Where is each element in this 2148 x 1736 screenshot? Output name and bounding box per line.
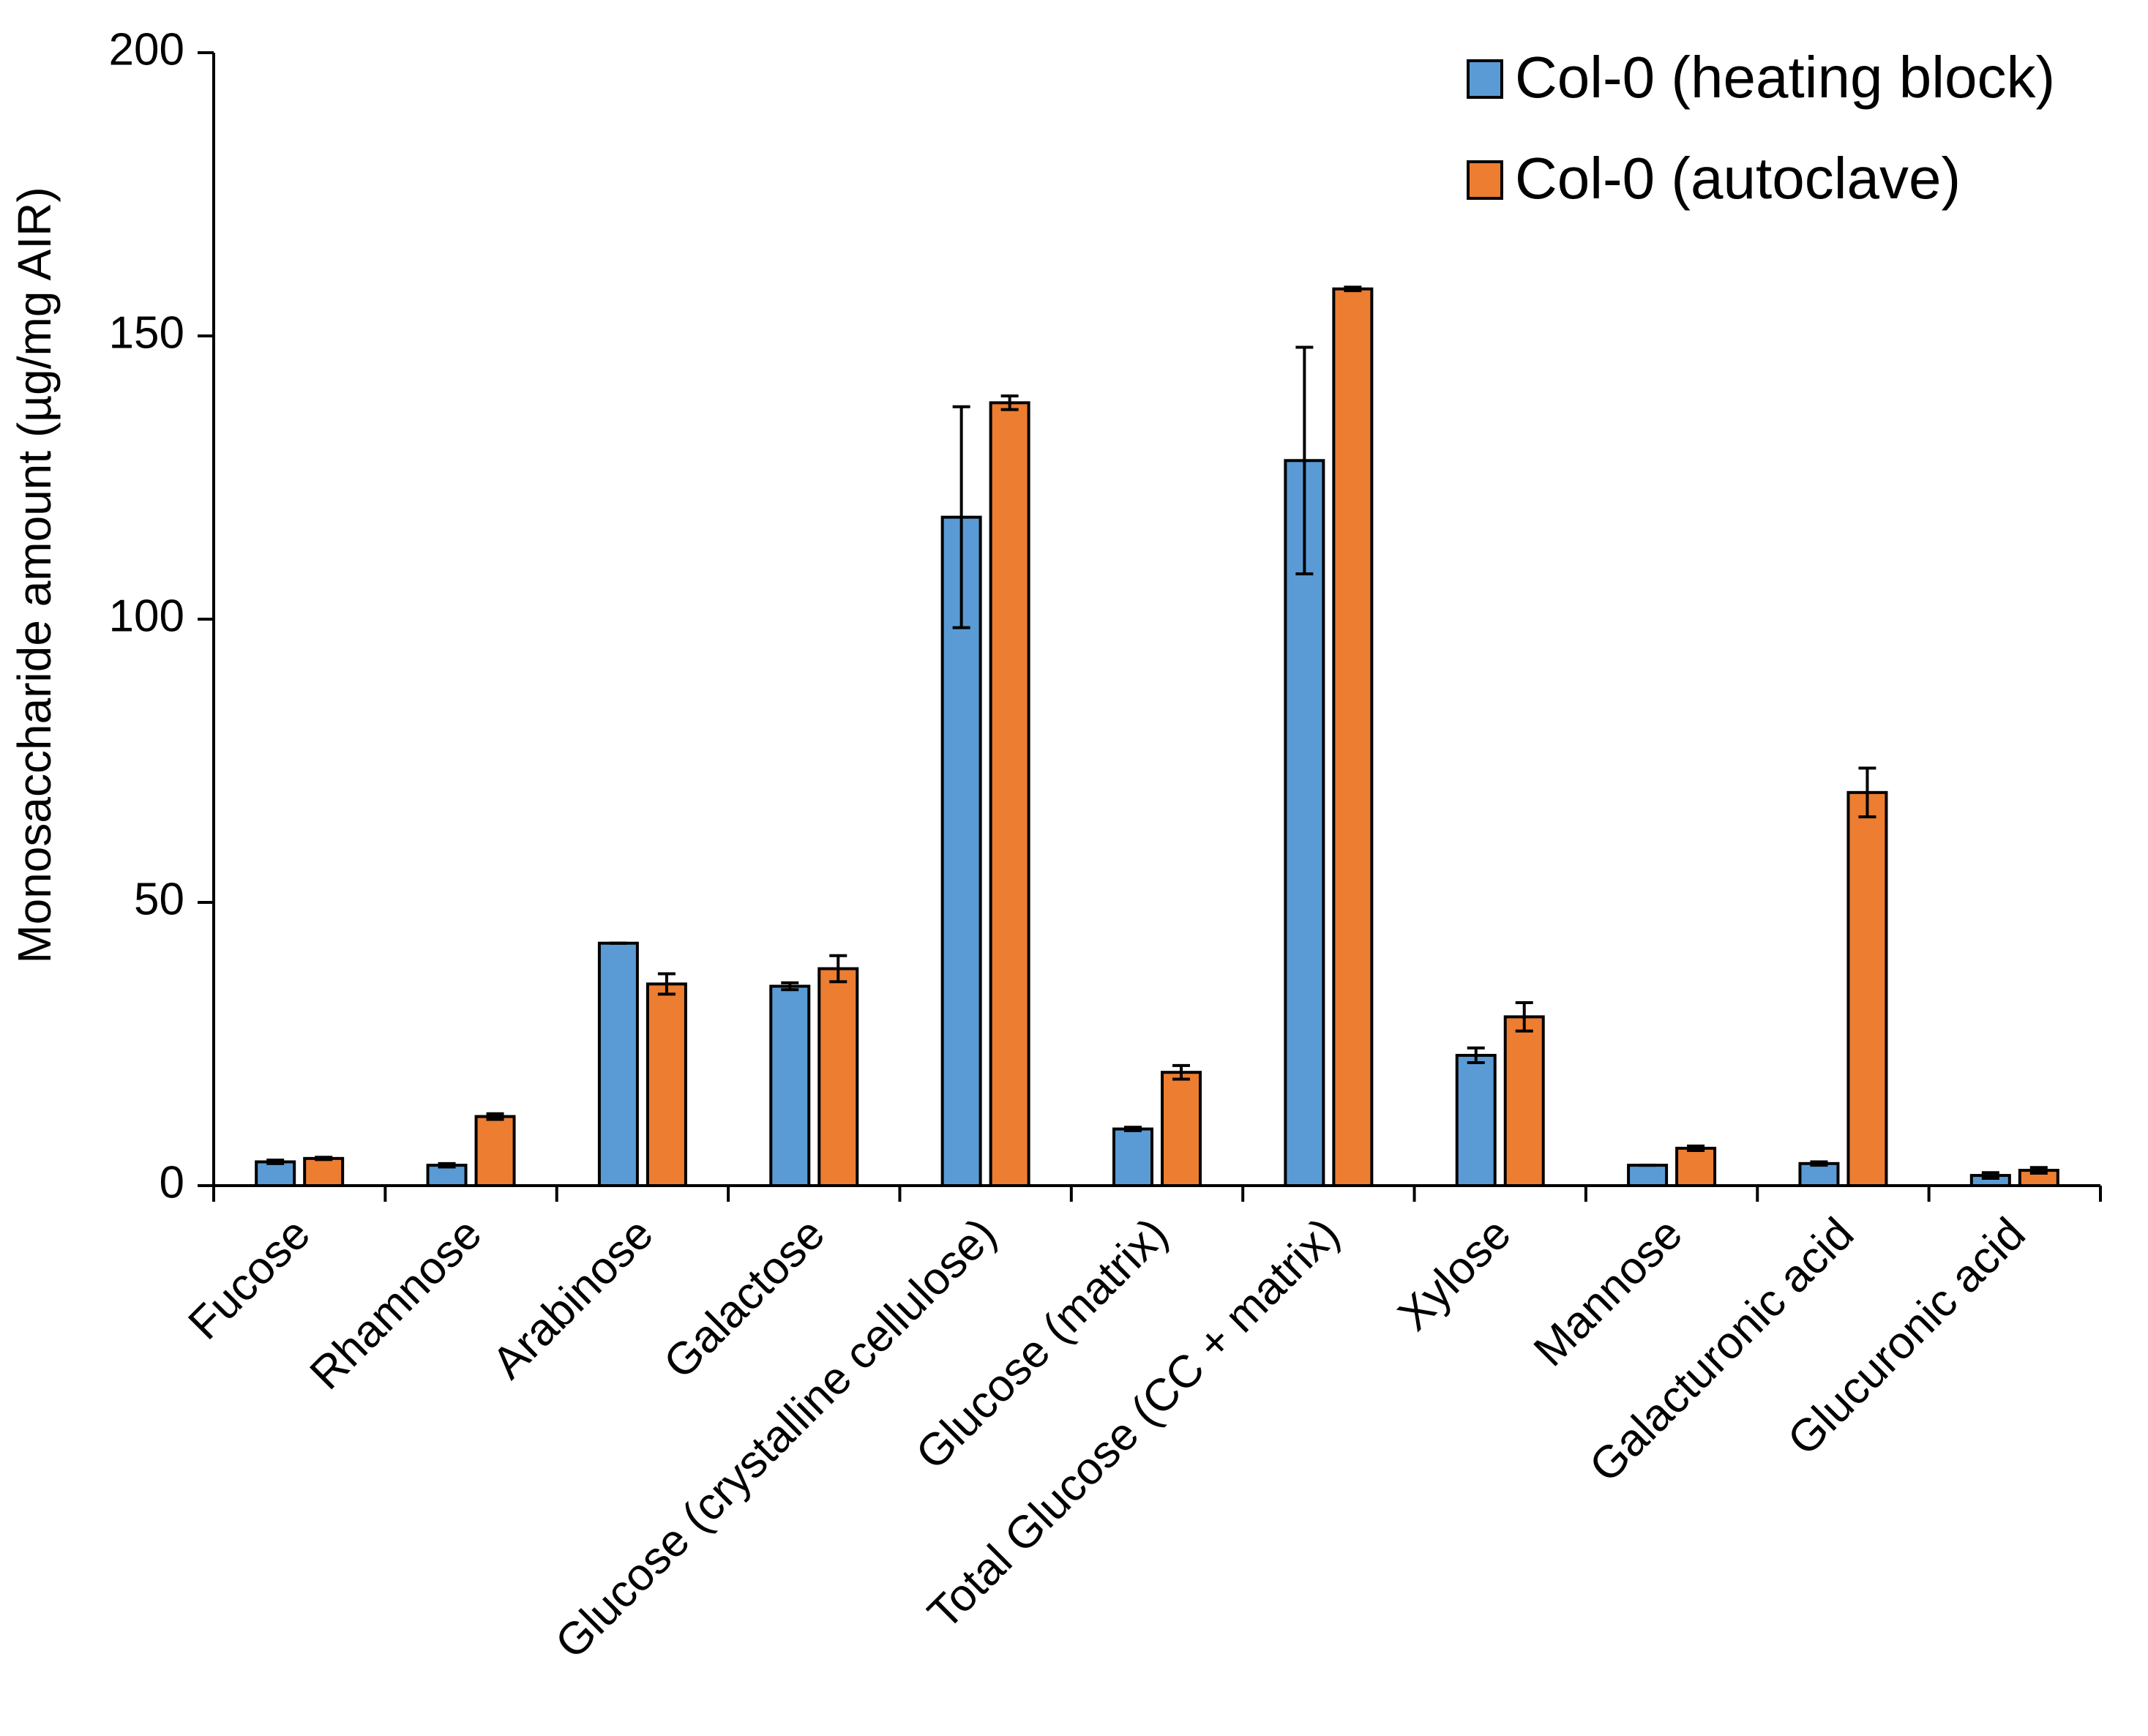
legend-swatch — [1467, 59, 1503, 99]
x-ticks: FucoseRhamnoseArabinoseGalactoseGlucose … — [179, 1186, 2102, 1669]
bar-heating-block — [769, 984, 811, 1187]
bar-heating-block — [1112, 1127, 1153, 1187]
x-tick-label: Arabinose — [483, 1208, 663, 1388]
bar-autoclave — [817, 967, 859, 1187]
x-tick-label: Fucose — [179, 1208, 321, 1350]
y-tick-label: 50 — [134, 874, 184, 924]
x-tick-label: Rhamnose — [301, 1208, 492, 1399]
bar-autoclave — [645, 982, 687, 1188]
bar-heating-block — [1798, 1161, 1840, 1187]
x-tick-label: Xylose — [1388, 1208, 1520, 1340]
bar-autoclave — [1675, 1146, 1717, 1188]
bar-autoclave — [1503, 1015, 1545, 1188]
error-bars-layer — [266, 285, 2048, 1180]
bar-heating-block — [1455, 1053, 1497, 1187]
y-tick-label: 0 — [160, 1157, 184, 1208]
legend: Col-0 (heating block) Col-0 (autoclave) — [1467, 45, 2055, 211]
x-tick-label: Mannose — [1524, 1208, 1692, 1376]
bar-autoclave — [1332, 287, 1374, 1187]
x-tick-label: Galactose — [654, 1208, 834, 1388]
bar-autoclave — [474, 1115, 516, 1188]
bar-heating-block — [255, 1160, 296, 1187]
bars-layer — [255, 287, 2059, 1188]
y-ticks: 0 50 100 150 200 — [109, 24, 214, 1208]
y-tick-label: 150 — [109, 307, 184, 358]
y-axis-label: Monosaccharide amount (µg/mg AIR) — [8, 187, 61, 963]
bar-autoclave — [1161, 1071, 1202, 1187]
bar-autoclave — [303, 1156, 345, 1188]
bar-autoclave — [989, 401, 1030, 1187]
bar-heating-block — [1627, 1164, 1669, 1187]
y-tick-label: 100 — [109, 591, 184, 641]
legend-swatch — [1467, 160, 1503, 200]
bar-autoclave — [1846, 790, 1888, 1187]
y-tick-label: 200 — [109, 24, 184, 75]
bar-heating-block — [597, 941, 639, 1188]
legend-label: Col-0 (autoclave) — [1515, 146, 1961, 211]
legend-label: Col-0 (heating block) — [1515, 45, 2055, 110]
